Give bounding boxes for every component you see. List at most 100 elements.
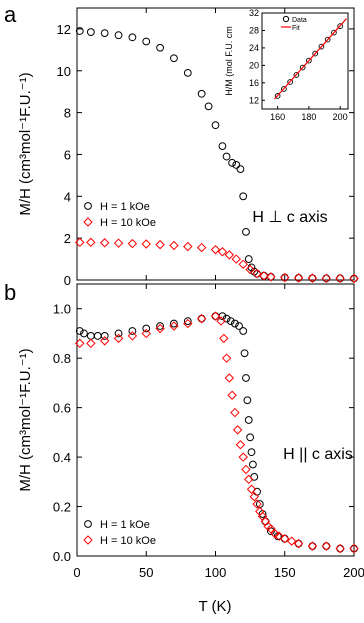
panel-a-point-s1 <box>252 269 262 279</box>
panel-b-point-s0 <box>258 510 267 518</box>
panel-b-point-s0 <box>261 517 270 526</box>
panel-a-point-s1 <box>231 254 241 264</box>
panel-a-ytick-label: 2 <box>64 231 71 246</box>
panel-b-point-s0 <box>250 472 259 481</box>
panel-a-point-s0 <box>260 271 268 280</box>
panel-a-point-s1 <box>196 242 207 253</box>
panel-a-point-s0 <box>100 29 109 38</box>
panel-a-point-s1 <box>113 238 124 248</box>
panel-b-point-s0 <box>239 327 248 335</box>
panel-a-point-s0 <box>222 152 231 161</box>
panel-b-point-s0 <box>226 317 235 325</box>
panel-a-point-s1 <box>349 273 359 284</box>
panel-a-point-s0 <box>236 165 245 174</box>
panel-b-point-s0 <box>235 322 243 330</box>
panel-a-point-s0 <box>239 192 248 201</box>
panel-a-point-s0 <box>244 255 253 263</box>
inset-data-point <box>312 50 319 57</box>
panel-b-point-s1 <box>307 541 318 551</box>
panel-a-point-s1 <box>293 273 304 283</box>
panel-a-point-s1 <box>266 272 276 282</box>
panel-a-point-s1 <box>99 238 110 248</box>
inset-frame <box>261 12 349 110</box>
inset-data-point <box>287 79 293 85</box>
panel-b-point-s1 <box>141 328 151 339</box>
panel-a-ylabel: M/H (cm³mol⁻¹F.U.⁻¹) <box>17 72 34 215</box>
panel-b-point-s1 <box>260 516 271 527</box>
panel-b-point-s0 <box>114 329 123 338</box>
panel-b-point-s0 <box>246 433 255 442</box>
panel-b-point-s1 <box>241 464 251 475</box>
panel-a-label: a <box>4 2 17 27</box>
panel-b-point-s1 <box>349 543 359 554</box>
panel-a-point-s0 <box>336 274 345 283</box>
panel-a-point-s0 <box>75 27 84 35</box>
panel-a-point-s0 <box>267 272 275 281</box>
inset-data-point <box>337 23 344 29</box>
panel-b-ytick-label: 1.0 <box>53 302 71 317</box>
panel-b-point-s0 <box>308 542 317 551</box>
panel-b-point-s1 <box>216 316 226 326</box>
panel-a-ytick-label: 4 <box>64 189 71 204</box>
panel-b-point-s1 <box>238 452 248 462</box>
inset-data-point <box>331 29 337 36</box>
panel-b-point-s0 <box>247 448 256 457</box>
panel-b-point-s0 <box>75 327 84 335</box>
panel-b-point-s0 <box>128 327 137 335</box>
panel-b-point-s1 <box>155 323 165 334</box>
panel-b-point-s0 <box>322 542 331 551</box>
panel-b-point-s1 <box>244 474 254 485</box>
panel-a-annotation: H ⊥ c axis <box>252 209 327 226</box>
panel-b-point-s0 <box>211 312 220 321</box>
panel-a-ytick-label: 8 <box>64 106 71 121</box>
panel-b-point-s1 <box>235 440 246 450</box>
panel-a-point-s0 <box>322 274 331 283</box>
panel-a-legend: H = 1 kOe H = 10 kOe <box>83 201 156 229</box>
legend-a-item-2: H = 10 kOe <box>100 217 156 229</box>
panel-b-xtick-label: 200 <box>343 565 364 580</box>
panel-b-xtick-label: 150 <box>274 565 296 580</box>
panel-a-point-s1 <box>141 239 151 249</box>
panel-a-ytick-label: 6 <box>64 147 71 162</box>
panel-b-point-s0 <box>240 349 249 358</box>
panel-a-point-s1 <box>321 273 332 284</box>
panel-a-point-s1 <box>75 237 85 248</box>
inset-axes: 12 16 20 24 28 32 160 180 200 <box>249 8 348 122</box>
panel-b-point-s1 <box>266 524 276 534</box>
inset-ytick-label: 28 <box>249 25 259 35</box>
panel-b-point-s1 <box>127 331 138 341</box>
panel-a-point-s0 <box>242 227 250 236</box>
panel-b-point-s0 <box>255 500 264 508</box>
panel-b-point-s0 <box>86 332 95 340</box>
inset-ytick-label: 16 <box>249 78 259 88</box>
panel-b-xtick-label: 100 <box>205 565 227 580</box>
panel-b-point-s1 <box>210 311 221 321</box>
legend-a-diamond-marker <box>83 217 93 227</box>
panel-a-ytick-label: 0 <box>64 273 71 288</box>
panel-b-ytick-label: 0.4 <box>53 450 71 465</box>
panel-a-point-s0 <box>183 68 192 77</box>
panel-b-point-s1 <box>227 390 237 400</box>
inset-data-point <box>306 57 312 64</box>
panel-b-point-s1 <box>219 333 229 344</box>
panel-b-ylabel: M/H (cm³mol⁻¹F.U.⁻¹) <box>17 348 34 491</box>
panel-b-point-s1 <box>99 336 110 346</box>
inset-xtick-label: 180 <box>301 112 316 122</box>
panel-a-point-s1 <box>217 247 228 257</box>
panel-a-ytick-label: 10 <box>57 64 71 79</box>
panel-b-point-s1 <box>196 313 207 324</box>
panel-b-point-s0 <box>197 314 206 323</box>
panel-b-ytick-label: 0.8 <box>53 351 71 366</box>
panel-a-point-s0 <box>228 158 237 167</box>
inset-data-point <box>293 72 300 78</box>
inset-legend-fit: Fit <box>292 25 300 32</box>
panel-b-point-s1 <box>232 425 243 435</box>
panel-a-point-s0 <box>211 121 220 130</box>
panel-b-ytick-label: 0.2 <box>53 500 71 515</box>
inset-chart: 12 16 20 24 28 32 160 180 200 H/M (mol F.U. cm D… <box>224 8 349 122</box>
inset-ytick-label: 32 <box>249 8 259 18</box>
panel-b-point-s0 <box>80 329 88 338</box>
panel-b-ytick-label: 0.6 <box>53 401 71 416</box>
